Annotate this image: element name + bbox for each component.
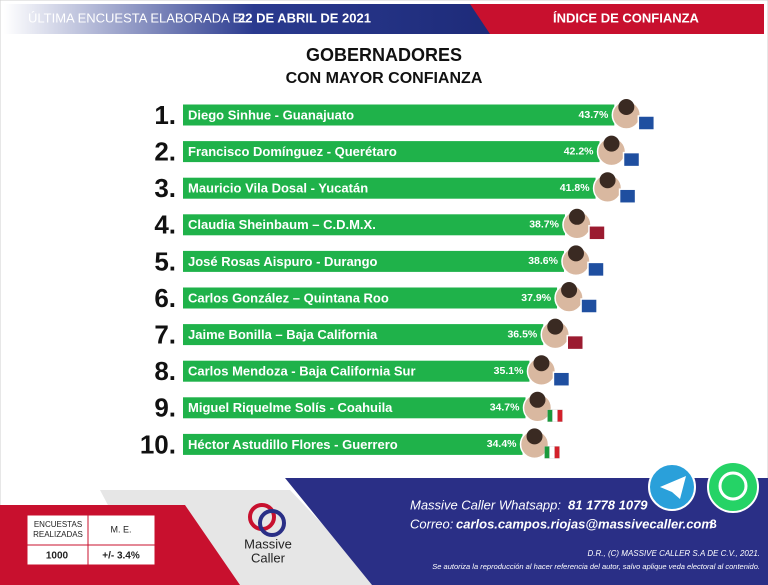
- bar: [183, 250, 564, 272]
- avatar-hair: [547, 318, 564, 335]
- avatar-hair: [568, 208, 585, 225]
- bar: [183, 397, 526, 419]
- bar-label: Miguel Riquelme Solís - Coahuila: [188, 400, 393, 415]
- table-cell: 1000: [46, 551, 69, 562]
- rank: 1.: [154, 100, 176, 130]
- value-label: 36.5%: [507, 328, 537, 340]
- bar: [183, 141, 600, 163]
- table-header: M. E.: [110, 524, 131, 534]
- bar: [183, 177, 596, 199]
- party-badge: [637, 115, 656, 131]
- party-badge: [618, 188, 637, 204]
- header-red: [470, 4, 764, 34]
- avatar-hair: [618, 99, 635, 115]
- party-badge: [622, 151, 641, 168]
- bar: [183, 287, 558, 309]
- bar: [183, 324, 544, 346]
- value-label: 38.7%: [529, 219, 559, 231]
- value-label: 42.2%: [564, 145, 594, 157]
- bar-label: José Rosas Aispuro - Durango: [188, 254, 378, 269]
- bar: [183, 433, 523, 455]
- rank: 10.: [140, 429, 176, 459]
- survey-table: ENCUESTAS REALIZADAS M. E. 1000 +/- 3.4%: [26, 514, 156, 566]
- whatsapp-icon[interactable]: [707, 461, 759, 513]
- bar-label: Carlos Mendoza - Baja California Sur: [188, 364, 416, 379]
- whatsapp-number: 81 1778 1079: [568, 497, 648, 512]
- footer-blue: [285, 478, 768, 585]
- bar: [183, 214, 565, 236]
- chart-subtitle: CON MAYOR CONFIANZA: [286, 70, 483, 87]
- party-badge: [566, 334, 585, 351]
- value-label: 41.8%: [560, 182, 590, 194]
- party-badge: [544, 446, 550, 459]
- value-label: 43.7%: [579, 109, 609, 121]
- rank: 6.: [154, 283, 176, 313]
- party-badge: [557, 409, 563, 422]
- rank: 2.: [154, 136, 176, 166]
- bar-label: Héctor Astudillo Flores - Guerrero: [188, 437, 398, 452]
- avatar-hair: [529, 391, 546, 408]
- value-label: 34.7%: [490, 402, 520, 414]
- party-badge: [580, 298, 598, 314]
- avatar-hair: [533, 355, 550, 372]
- survey-label: ÚLTIMA ENCUESTA ELABORADA EL: [28, 10, 249, 25]
- survey-date: 22 DE ABRIL DE 2021: [238, 10, 371, 25]
- bar-label: Diego Sinhue - Guanajuato: [188, 107, 354, 122]
- bar-label: Carlos González – Quintana Roo: [188, 290, 389, 305]
- telegram-icon[interactable]: [648, 463, 696, 511]
- rank: 3.: [154, 173, 176, 203]
- party-badge: [549, 446, 555, 459]
- chart-title: GOBERNADORES: [306, 45, 462, 65]
- bar: [183, 104, 615, 126]
- bar: [183, 360, 530, 382]
- avatar-hair: [561, 282, 578, 298]
- bar-label: Francisco Domínguez - Querétaro: [188, 144, 397, 159]
- email-label: Correo:: [410, 516, 454, 531]
- section-title: ÍNDICE DE CONFIANZA: [553, 10, 700, 25]
- party-badge: [552, 371, 571, 387]
- logo-text: Caller: [251, 550, 286, 565]
- value-label: 35.1%: [494, 365, 524, 377]
- rank: 7.: [154, 319, 176, 349]
- rank: 4.: [154, 210, 176, 240]
- logo-text: Massive: [244, 536, 292, 551]
- avatar-hair: [567, 245, 584, 262]
- logo: Massive Caller: [244, 503, 292, 565]
- party-badge: [588, 225, 606, 241]
- avatar-hair: [603, 135, 620, 152]
- party-badge: [547, 409, 553, 422]
- value-label: 34.4%: [487, 438, 517, 450]
- avatar-hair: [599, 172, 616, 189]
- value-label: 38.6%: [528, 255, 558, 267]
- rank: 9.: [154, 393, 176, 423]
- avatar-hair: [526, 428, 543, 445]
- page-number: 8: [710, 517, 717, 531]
- table-header: ENCUESTAS REALIZADAS: [33, 520, 83, 539]
- bars: 1. Diego Sinhue - Guanajuato 43.7% 2. Franci…: [140, 99, 656, 459]
- bar-label: Jaime Bonilla – Baja California: [188, 327, 378, 342]
- table-cell: +/- 3.4%: [102, 551, 140, 562]
- party-badge: [587, 261, 605, 278]
- bar-label: Claudia Sheinbaum – C.D.M.X.: [188, 217, 376, 232]
- value-label: 37.9%: [521, 292, 551, 304]
- party-badge: [552, 409, 558, 422]
- header-band: [4, 4, 504, 34]
- rank: 8.: [154, 356, 176, 386]
- disclaimer: Se autoriza la reproducción al hacer ref…: [432, 562, 760, 571]
- copyright: D.R., (C) MASSIVE CALLER S.A DE C.V., 20…: [588, 549, 761, 558]
- whatsapp-label: Massive Caller Whatsapp:: [410, 497, 561, 512]
- rank: 5.: [154, 246, 176, 276]
- email: carlos.campos.riojas@massivecaller.com: [456, 516, 713, 531]
- bar-label: Mauricio Vila Dosal - Yucatán: [188, 181, 368, 196]
- party-badge: [554, 446, 560, 459]
